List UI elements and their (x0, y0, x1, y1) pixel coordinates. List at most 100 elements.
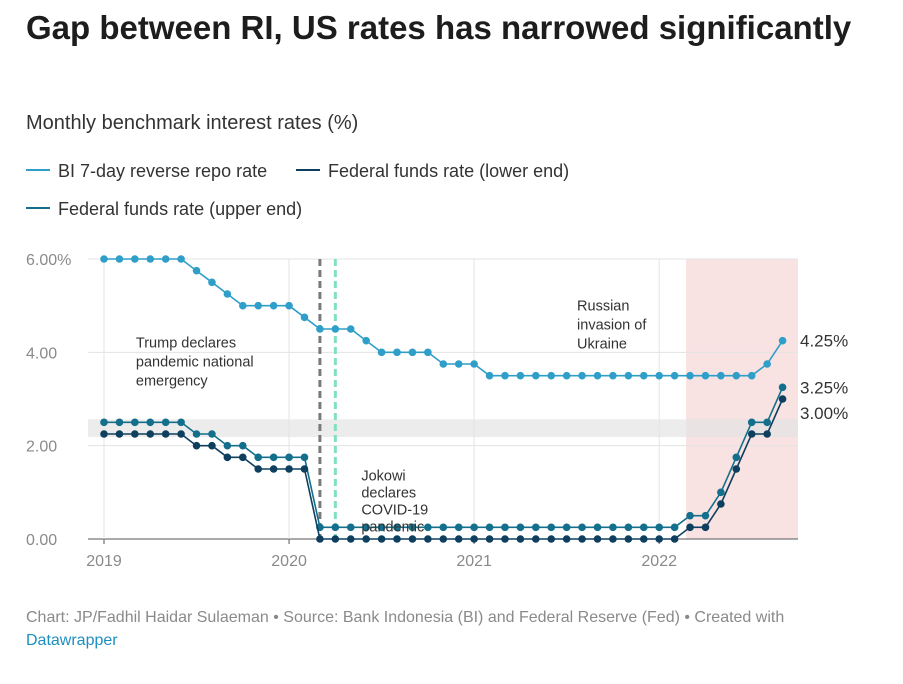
data-point-bi-rate (732, 371, 741, 380)
data-point-fed-upper (639, 523, 648, 532)
data-point-fed-upper (239, 441, 247, 450)
data-point-fed-upper (562, 523, 571, 532)
data-point-fed-lower (192, 441, 201, 450)
data-point-fed-upper (686, 511, 694, 520)
data-point-fed-lower (501, 535, 509, 543)
data-point-fed-lower (146, 430, 155, 438)
data-point-fed-lower (609, 535, 617, 543)
data-point-fed-upper (609, 523, 617, 532)
data-point-bi-rate (131, 255, 139, 263)
legend-swatch-fed-upper (26, 207, 50, 210)
data-point-bi-rate (424, 348, 432, 357)
data-point-bi-rate (208, 278, 216, 287)
data-point-fed-lower (239, 453, 247, 462)
annotation-text: Jokowi (361, 469, 405, 485)
annotation-text: Russian (577, 298, 629, 314)
data-point-fed-upper (146, 418, 155, 427)
data-point-fed-lower (223, 453, 232, 462)
data-point-bi-rate (501, 371, 509, 380)
data-point-fed-lower (701, 523, 710, 532)
data-point-fed-lower (346, 535, 355, 543)
chart-title: Gap between RI, US rates has narrowed si… (26, 9, 852, 46)
data-point-bi-rate (254, 301, 263, 310)
chart-footer: Chart: JP/Fadhil Haidar Sulaeman • Sourc… (26, 606, 886, 652)
data-point-fed-upper (439, 523, 448, 532)
data-point-bi-rate (331, 325, 340, 333)
data-point-bi-rate (763, 360, 771, 368)
data-point-fed-upper (655, 523, 663, 532)
data-point-fed-lower (562, 535, 571, 543)
data-point-bi-rate (747, 371, 756, 380)
data-point-fed-lower (285, 465, 293, 473)
data-point-bi-rate (470, 360, 478, 368)
data-point-fed-upper (177, 418, 185, 427)
data-point-fed-upper (778, 383, 787, 392)
data-point-bi-rate (393, 348, 401, 357)
data-point-fed-lower (300, 465, 309, 473)
data-point-fed-lower (424, 535, 432, 543)
data-point-fed-upper (208, 430, 216, 438)
data-point-bi-rate (624, 371, 633, 380)
data-point-fed-lower (747, 430, 756, 438)
end-label-fed-lower: 3.00% (800, 404, 848, 423)
data-point-bi-rate (655, 371, 663, 380)
data-point-fed-upper (516, 523, 525, 532)
legend-swatch-fed-lower (296, 169, 320, 172)
data-point-bi-rate (177, 255, 185, 263)
data-point-bi-rate (115, 255, 124, 263)
data-point-fed-lower (331, 535, 340, 543)
data-point-fed-upper (593, 523, 602, 532)
data-point-fed-lower (362, 535, 370, 543)
data-point-fed-lower (532, 535, 540, 543)
data-point-fed-lower (100, 430, 108, 438)
x-tick-label: 2019 (86, 553, 122, 570)
line-chart: 0.00 2.00 4.00 6.00% 2019 2020 2021 2022 Trump d… (26, 252, 848, 570)
annotation-text: Ukraine (577, 336, 627, 352)
data-point-fed-upper (161, 418, 170, 427)
data-point-fed-lower (593, 535, 602, 543)
data-point-fed-lower (516, 535, 525, 543)
data-point-bi-rate (454, 360, 463, 368)
data-point-bi-rate (609, 371, 617, 380)
legend-swatch-bi-rate (26, 169, 50, 172)
data-point-bi-rate (516, 371, 525, 380)
data-point-fed-upper (393, 523, 401, 532)
data-point-fed-lower (208, 441, 216, 450)
data-point-fed-lower (763, 430, 771, 438)
data-point-fed-upper (547, 523, 556, 532)
data-point-fed-upper (578, 523, 586, 532)
highlight-band (88, 419, 798, 437)
data-point-bi-rate (100, 255, 108, 263)
data-point-fed-lower (670, 535, 679, 543)
data-point-fed-lower (177, 430, 185, 438)
data-point-fed-lower (578, 535, 586, 543)
data-point-fed-upper (424, 523, 432, 532)
data-point-fed-upper (470, 523, 478, 532)
data-point-fed-upper (701, 511, 710, 520)
datawrapper-link[interactable]: Datawrapper (26, 632, 118, 649)
data-point-fed-lower (778, 395, 787, 403)
data-point-fed-upper (346, 523, 355, 532)
y-tick-label: 6.00% (26, 252, 71, 269)
chart-subtitle: Monthly benchmark interest rates (%) (26, 112, 359, 134)
data-point-fed-lower (686, 523, 694, 532)
data-point-fed-upper (501, 523, 509, 532)
data-point-fed-lower (454, 535, 463, 543)
data-point-fed-upper (747, 418, 756, 427)
data-point-fed-lower (269, 465, 278, 473)
data-point-bi-rate (316, 325, 324, 333)
data-point-fed-upper (331, 523, 340, 532)
data-point-fed-upper (254, 453, 263, 462)
y-tick-label: 0.00 (26, 532, 57, 549)
data-point-bi-rate (362, 336, 370, 345)
data-point-fed-upper (115, 418, 124, 427)
data-point-bi-rate (146, 255, 155, 263)
data-point-fed-lower (639, 535, 648, 543)
data-point-bi-rate (377, 348, 386, 357)
annotation-text: Trump declares (136, 336, 236, 352)
data-point-fed-lower (485, 535, 494, 543)
data-point-bi-rate (547, 371, 556, 380)
data-point-bi-rate (562, 371, 571, 380)
data-point-fed-lower (316, 535, 324, 543)
data-point-bi-rate (408, 348, 417, 357)
